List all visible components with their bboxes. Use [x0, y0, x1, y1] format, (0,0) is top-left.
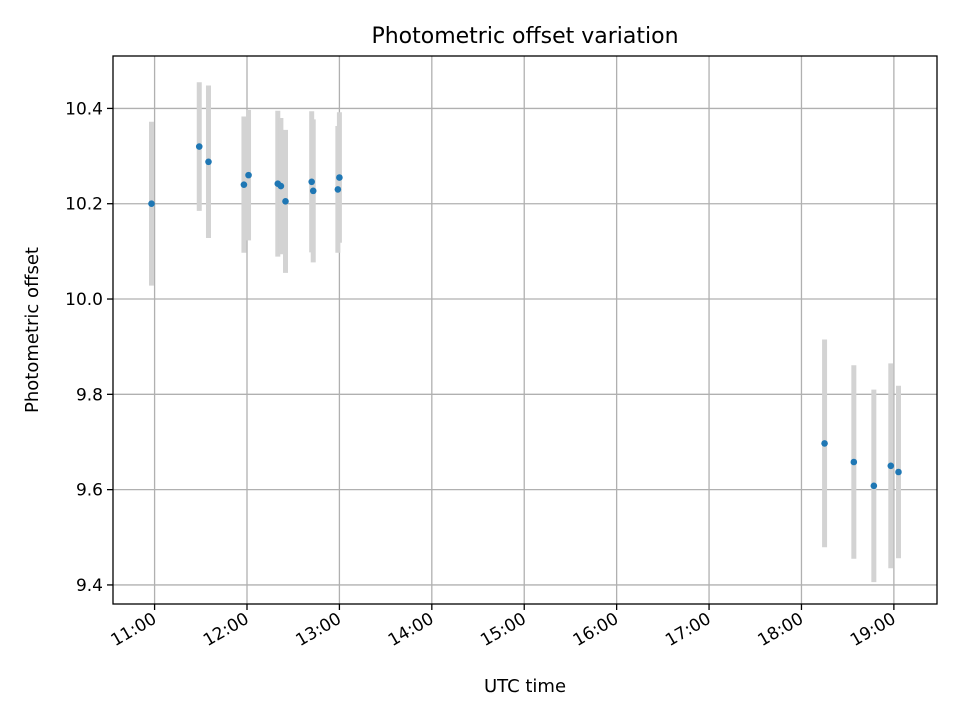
data-point [308, 178, 315, 186]
data-point [336, 174, 343, 181]
data-point [245, 171, 252, 179]
y-tick-label: 10.4 [65, 99, 103, 119]
x-tick-label: 11:00 [108, 609, 160, 651]
data-point [887, 462, 895, 470]
x-tick-label: 16:00 [570, 609, 622, 651]
x-tick-label: 19:00 [847, 609, 899, 651]
y-tick-label: 10.2 [65, 195, 103, 215]
data-point [277, 182, 285, 190]
data-point [334, 186, 342, 193]
y-tick-label: 10.0 [65, 290, 103, 310]
x-tick-label: 17:00 [662, 609, 714, 651]
x-axis: 11:00 12:00 13:00 14:00 15:00 16:00 17:00 18:00… [108, 604, 899, 651]
data-point [148, 200, 155, 208]
data-points [148, 143, 902, 490]
data-point [850, 458, 858, 466]
data-point [895, 468, 902, 476]
grid [113, 56, 937, 604]
data-point [309, 187, 317, 195]
y-tick-label: 9.4 [76, 576, 103, 596]
y-axis-label: Photometric offset [22, 247, 43, 413]
x-tick-label: 18:00 [755, 609, 807, 651]
y-axis: 9.4 9.6 9.8 10.0 10.2 10.4 [65, 99, 113, 596]
data-point [282, 198, 289, 205]
x-tick-label: 12:00 [200, 609, 252, 651]
data-point [870, 482, 878, 490]
error-bars [149, 82, 901, 583]
data-point [195, 143, 203, 150]
data-point [821, 440, 828, 447]
x-tick-label: 15:00 [477, 609, 529, 651]
data-point [240, 181, 248, 188]
x-tick-label: 14:00 [385, 609, 437, 651]
y-tick-label: 9.6 [76, 481, 103, 501]
x-tick-label: 13:00 [292, 609, 344, 651]
plot-frame [112, 55, 938, 605]
data-point [205, 158, 212, 166]
y-tick-label: 9.8 [76, 385, 103, 405]
x-axis-label: UTC time [484, 676, 566, 697]
chart-title: Photometric offset variation [371, 24, 678, 49]
